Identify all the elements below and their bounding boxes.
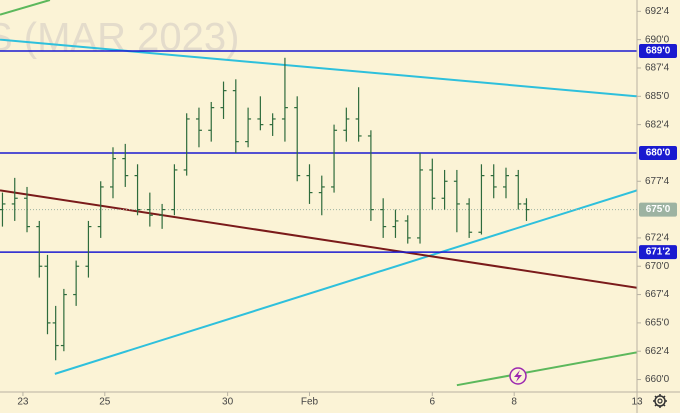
trend-line: [0, 38, 637, 98]
y-tick-label: 672'4: [645, 233, 670, 244]
price-label: 675'0: [646, 204, 671, 215]
x-tick-label: Feb: [301, 397, 319, 408]
trend-line: [0, 189, 637, 289]
y-tick-label: 687'4: [645, 63, 670, 74]
price-label-box: [639, 245, 677, 260]
price-label: 689'0: [646, 46, 671, 57]
alert-icon[interactable]: [509, 367, 527, 385]
y-tick-label: 662'4: [645, 346, 670, 357]
y-tick-label: 692'4: [645, 6, 670, 17]
y-tick-label: 667'4: [645, 289, 670, 300]
price-label: 671'2: [646, 247, 671, 258]
x-tick-label: 25: [99, 397, 111, 408]
y-tick-label: 685'0: [645, 91, 670, 102]
trend-line: [0, 0, 51, 16]
y-tick-label: 682'4: [645, 119, 670, 130]
trend-line: [54, 189, 637, 375]
axes: 692'4 690'0 687'4 685'0 682'4 677'4 672'4 670'0…: [17, 6, 677, 408]
y-tick-label: 665'0: [645, 318, 670, 329]
x-tick-label: 30: [222, 397, 234, 408]
price-label-box: [639, 145, 677, 160]
trend-line: [456, 351, 637, 387]
plot-area: [0, 0, 637, 387]
x-tick-label: 13: [631, 397, 643, 408]
settings-icon[interactable]: [653, 394, 667, 408]
y-tick-label: 660'0: [645, 374, 670, 385]
y-tick-label: 670'0: [645, 261, 670, 272]
x-tick-label: 8: [511, 397, 517, 408]
price-label: 680'0: [646, 148, 671, 159]
y-tick-label: 690'0: [645, 34, 670, 45]
y-tick-label: 677'4: [645, 176, 670, 187]
x-tick-label: 6: [430, 397, 436, 408]
price-label-box: [639, 202, 677, 217]
watermark: S (MAR 2023): [0, 16, 239, 60]
x-tick-label: 23: [17, 397, 29, 408]
price-label-box: [639, 43, 677, 58]
